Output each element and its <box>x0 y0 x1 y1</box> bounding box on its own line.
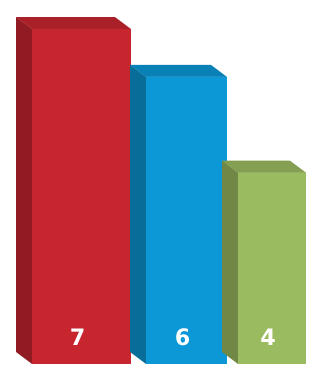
data-label-3: 4 <box>260 326 275 351</box>
bar-1-front <box>32 29 131 364</box>
bar-3-top <box>222 160 306 173</box>
bar-1-top <box>16 17 131 29</box>
bar-2: 6 <box>130 64 227 364</box>
bar-2-top <box>130 64 227 77</box>
bar-2-front <box>146 76 227 364</box>
bars-group: 7 6 4 <box>16 17 306 364</box>
bar-3-side <box>222 160 238 364</box>
bar-3-front <box>238 172 306 364</box>
bar-2-side <box>130 64 146 364</box>
bar-1: 7 <box>16 17 131 364</box>
bar-1-side <box>16 17 32 364</box>
data-label-1: 7 <box>70 326 85 351</box>
bar-3: 4 <box>222 160 306 364</box>
data-label-2: 6 <box>175 326 190 351</box>
